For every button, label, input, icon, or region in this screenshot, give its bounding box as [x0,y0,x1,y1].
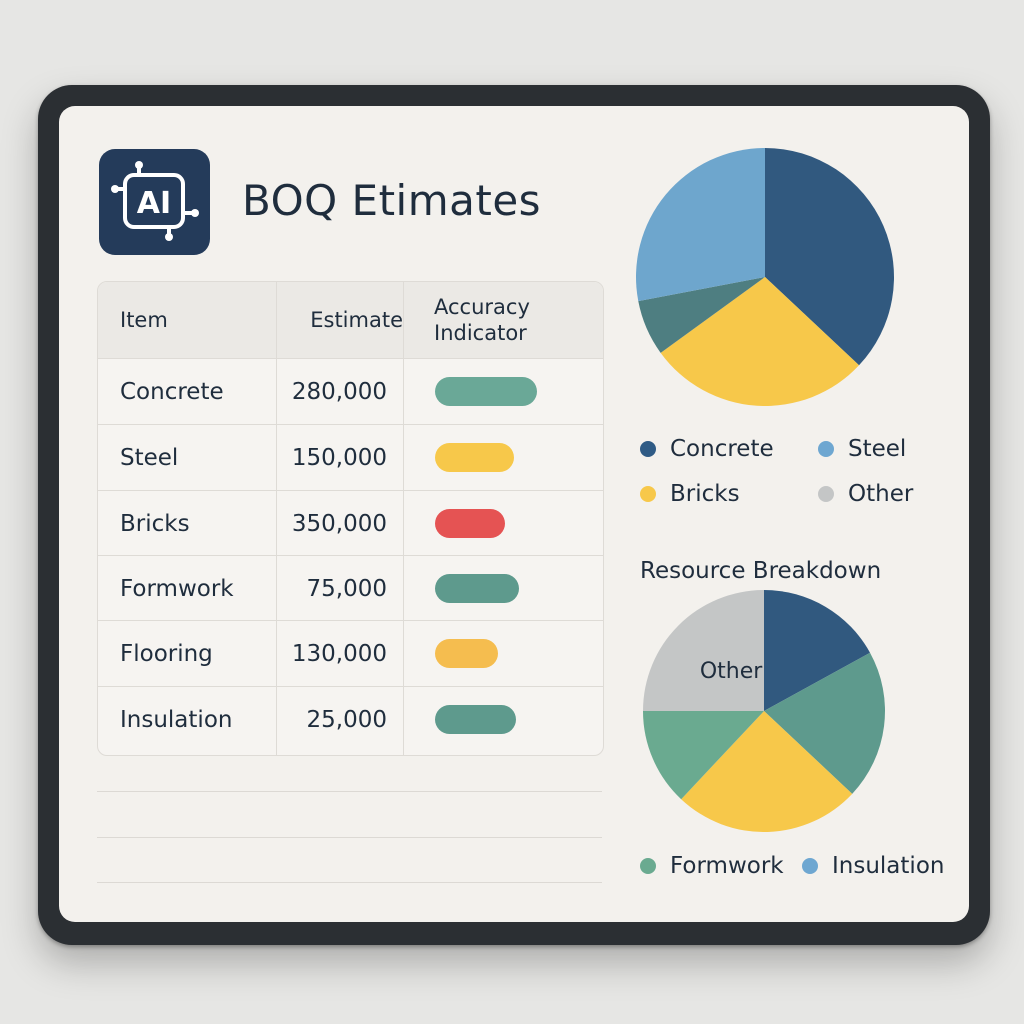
slice-label-other: Other [700,659,763,684]
accuracy-indicator [435,639,498,668]
tablet-frame: AI BOQ Etimates Item Estimate Accuracy I… [38,85,990,945]
legend-dot [818,486,834,502]
legend-label: Concrete [670,436,774,462]
cell-item: Insulation [120,706,233,733]
accuracy-indicator [435,705,516,734]
cell-estimate: 350,000 [291,510,387,537]
table-row[interactable]: Insulation 25,000 [98,686,603,752]
pie-slice-teal [764,652,885,794]
legend-item-formwork: Formwork [640,853,784,879]
estimates-table: Item Estimate Accuracy Indicator Concret… [97,281,604,756]
legend-item-concrete: Concrete [640,436,774,462]
cell-estimate: 130,000 [291,640,387,667]
table-row[interactable]: Steel 150,000 [98,424,603,490]
cell-item: Flooring [120,640,213,667]
pie-chart-resources: Other [643,590,885,832]
legend-item-other: Other [818,481,913,507]
legend-dot [802,858,818,874]
pie-slice-steel [636,148,765,302]
section-title: Resource Breakdown [640,558,882,584]
header-accuracy-line1: Accuracy [434,295,530,319]
header-accuracy: Accuracy Indicator [434,282,530,358]
legend-dot [818,441,834,457]
cell-estimate: 280,000 [291,378,387,405]
table-row[interactable]: Flooring 130,000 [98,620,603,686]
page-title: BOQ Etimates [242,176,542,225]
legend-label: Insulation [832,853,945,879]
header-item: Item [120,308,168,332]
legend-label: Bricks [670,481,740,507]
cell-item: Bricks [120,510,190,537]
column-divider [403,282,404,755]
cell-estimate: 150,000 [291,444,387,471]
pie-slice-navy [764,590,871,711]
accuracy-indicator [435,377,537,406]
table-row[interactable]: Concrete 280,000 [98,358,603,424]
screen: AI BOQ Etimates Item Estimate Accuracy I… [59,106,969,922]
legend-dot [640,486,656,502]
cell-estimate: 25,000 [306,706,387,733]
table-header: Item Estimate Accuracy Indicator [98,282,603,358]
pie-slice-green [643,711,764,800]
accuracy-indicator [435,509,505,538]
legend-label: Other [848,481,914,507]
header-estimate: Estimate [310,308,403,332]
legend-item-bricks: Bricks [640,481,740,507]
accuracy-indicator [435,443,514,472]
cell-item: Concrete [120,378,224,405]
pie-slice-teal [638,277,765,353]
legend-item-steel: Steel [818,436,906,462]
cell-item: Formwork [120,575,234,602]
pie-slice-bricks [660,277,860,406]
column-divider [276,282,277,755]
pie-slice-concrete [765,148,894,366]
legend-label: Formwork [670,853,784,879]
cell-item: Steel [120,444,179,471]
divider [97,837,602,838]
pie-chart-estimates [636,148,894,406]
header-accuracy-line2: Indicator [434,321,527,345]
legend-dot [640,858,656,874]
table-row[interactable]: Formwork 75,000 [98,555,603,621]
accuracy-indicator [435,574,519,603]
divider [97,791,602,792]
divider [97,882,602,883]
legend-label: Steel [848,436,907,462]
pie-slice-yellow [681,711,853,832]
pie-slice-other [643,590,764,711]
legend-dot [640,441,656,457]
legend-item-insulation: Insulation [802,853,944,879]
ai-circuit-icon: AI [99,149,210,255]
ai-icon-label: AI [137,186,171,221]
table-row[interactable]: Bricks 350,000 [98,490,603,556]
cell-estimate: 75,000 [306,575,387,602]
